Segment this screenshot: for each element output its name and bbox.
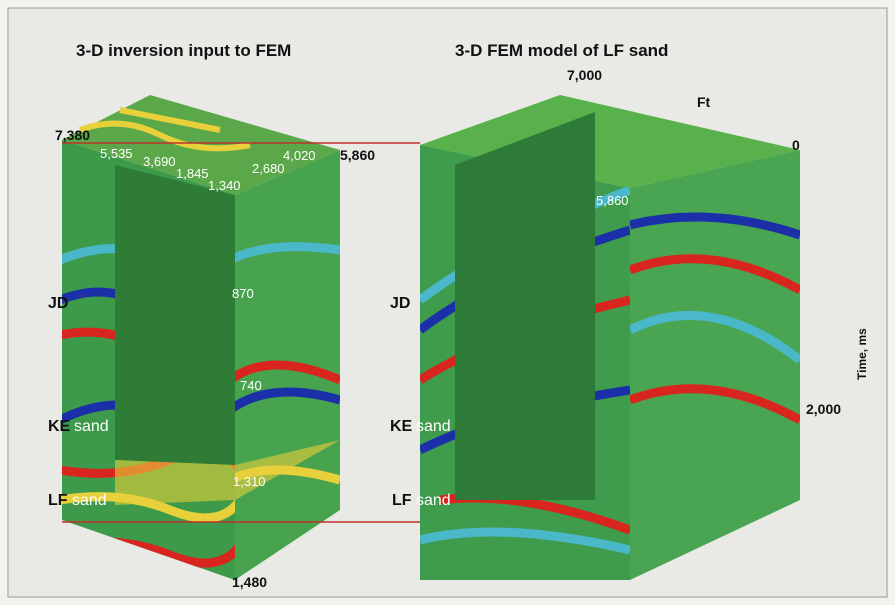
dimension-label: 1,845 [176, 166, 209, 181]
dimension-label: 5,860 [596, 193, 629, 208]
dimension-label: 7,000 [567, 67, 602, 83]
horizon-suffix: sand [416, 492, 451, 509]
horizon-name: LF [48, 492, 68, 509]
panel-title: 3-D FEM model of LF sand [455, 41, 668, 60]
horizon-name: JD [390, 295, 410, 312]
dimension-label: Ft [697, 94, 711, 110]
dimension-label: 870 [232, 286, 254, 301]
horizon-suffix: sand [72, 492, 107, 509]
horizon-name: JD [48, 295, 68, 312]
dimension-label: 5,860 [340, 147, 375, 163]
dimension-label: 740 [240, 378, 262, 393]
dimension-label: 3,690 [143, 154, 176, 169]
dimension-label: 7,380 [55, 127, 90, 143]
dimension-label: 2,000 [806, 401, 841, 417]
dimension-label: 4,020 [283, 148, 316, 163]
horizon-name: LF [392, 492, 412, 509]
dimension-label: 1,340 [208, 178, 241, 193]
horizon-suffix: sand [74, 418, 109, 435]
figure: 3-D inversion input to FEM 7,380 5,535 3… [0, 0, 895, 605]
axis-label: Time, ms [855, 328, 869, 380]
right-cube [420, 95, 800, 580]
horizon-name: KE [48, 418, 71, 435]
dimension-label: 1,480 [232, 574, 267, 590]
dimension-label: 5,535 [100, 146, 133, 161]
dimension-label: 1,310 [233, 474, 266, 489]
panel-title: 3-D inversion input to FEM [76, 41, 291, 60]
dimension-label: 0 [792, 137, 800, 153]
dimension-label: 2,680 [252, 161, 285, 176]
horizon-name: KE [390, 418, 413, 435]
horizon-suffix: sand [416, 418, 451, 435]
